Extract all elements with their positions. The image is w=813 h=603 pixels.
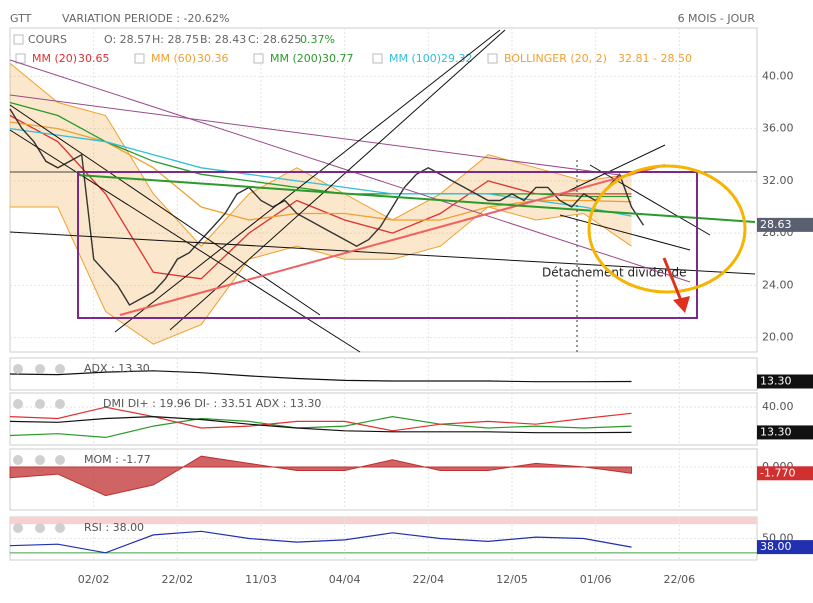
legend-value: 30.77 [322, 52, 354, 65]
panel-icon [13, 364, 23, 374]
x-tick-label: 22/04 [412, 573, 444, 586]
moving-average [9, 101, 632, 198]
indicator-line [9, 530, 632, 554]
quote-field: COURS [28, 33, 67, 46]
last-value-label: 28.63 [760, 218, 792, 231]
drawings [9, 29, 757, 353]
y-tick-label: 32.00 [762, 174, 794, 187]
legend-box [487, 53, 498, 64]
panel-icon [55, 364, 65, 374]
last-value-box [757, 540, 813, 555]
trend-line [589, 164, 711, 236]
last-value-label: -1.770 [760, 466, 795, 479]
moving-average [9, 127, 632, 217]
y-tick-label: 36.00 [762, 122, 794, 135]
range-box [77, 171, 698, 319]
variation: VARIATION PERIODE : -20.62% [62, 12, 229, 25]
y-tick-label: 40.00 [762, 400, 794, 413]
last-value-label: 38.00 [760, 540, 792, 553]
quote-field: C: 28.625 [248, 33, 301, 46]
trend-line [119, 164, 666, 316]
last-value-box [757, 466, 813, 481]
y-tick-label: 20.00 [762, 331, 794, 344]
last-value-box [757, 425, 813, 440]
panel-frame [9, 27, 758, 353]
legend-box [15, 53, 26, 64]
quote-field: H: 28.75 [152, 33, 199, 46]
trend-line [9, 231, 756, 275]
panel-title: DMI DI+ : 19.96 DI- : 33.51 ADX : 13.30 [103, 397, 321, 410]
panel-icon [35, 364, 45, 374]
trend-line [9, 104, 321, 316]
y-tick-label: 24.00 [762, 278, 794, 291]
checkbox [13, 34, 24, 45]
panel-icon [55, 523, 65, 533]
legend-name: MM (200) [270, 52, 322, 65]
y-tick-label: 40.00 [762, 69, 794, 82]
moving-average [9, 121, 632, 221]
panel-icon [55, 455, 65, 465]
x-tick-label: 04/04 [329, 573, 361, 586]
arrow-head [673, 296, 690, 313]
indicator-line [9, 370, 632, 383]
x-tick-label: 12/05 [496, 573, 528, 586]
legend-box [253, 53, 264, 64]
panel-title: RSI : 38.00 [84, 521, 144, 534]
panel-icon [35, 523, 45, 533]
trend-line [169, 29, 506, 331]
indicator-line [9, 415, 632, 434]
panel-icon [55, 399, 65, 409]
trend-line [559, 214, 691, 251]
symbol: GTT [10, 12, 32, 25]
indicator-line [9, 415, 632, 439]
bollinger-upper [9, 62, 632, 247]
x-tick-label: 22/06 [663, 573, 695, 586]
x-tick-label: 11/03 [245, 573, 277, 586]
support-line [77, 174, 756, 223]
panel-icon [35, 455, 45, 465]
trend-line [114, 29, 501, 333]
quote-field: B: 28.43 [200, 33, 246, 46]
period[interactable]: 6 MOIS - JOUR [678, 12, 756, 25]
panel-title: MOM : -1.77 [84, 453, 151, 466]
last-value-label: 13.30 [760, 425, 792, 438]
arrow-shaft [662, 257, 684, 304]
legend-value: 32.81 - 28.50 [618, 52, 692, 65]
panel-icon [13, 399, 23, 409]
panel-title: ADX : 13.30 [84, 362, 150, 375]
trend-line [9, 94, 621, 176]
bollinger-lower [10, 206, 632, 345]
quote-change: 0.37% [300, 33, 335, 46]
x-tick-label: 02/02 [78, 573, 110, 586]
legend-box [134, 53, 145, 64]
legend-value: 30.65 [78, 52, 110, 65]
annotation: Détachement dividende [542, 266, 686, 280]
panel-icon [13, 455, 23, 465]
last-value-box [757, 217, 813, 232]
quote-field: O: 28.57 [104, 33, 151, 46]
legend-name: MM (100) [389, 52, 441, 65]
legend-name: MM (60) [151, 52, 196, 65]
legend-value: 30.36 [197, 52, 229, 65]
momentum-area [9, 455, 633, 497]
x-tick-label: 22/02 [161, 573, 193, 586]
x-tick-label: 01/06 [580, 573, 612, 586]
legend-box [372, 53, 383, 64]
panel-icon [13, 523, 23, 533]
trend-line [9, 129, 361, 353]
legend-name: MM (20) [32, 52, 77, 65]
panel-icon [35, 399, 45, 409]
highlight-circle [587, 164, 747, 294]
legend-name: BOLLINGER (20, 2) [504, 52, 607, 65]
panel-frame [9, 392, 758, 446]
last-value-label: 13.30 [760, 374, 792, 387]
legend-value: 29.32 [441, 52, 473, 65]
overbought-zone [10, 517, 757, 525]
moving-average [9, 114, 632, 280]
price-line [9, 108, 645, 306]
indicator-line [9, 406, 632, 432]
last-value-box [757, 374, 813, 389]
